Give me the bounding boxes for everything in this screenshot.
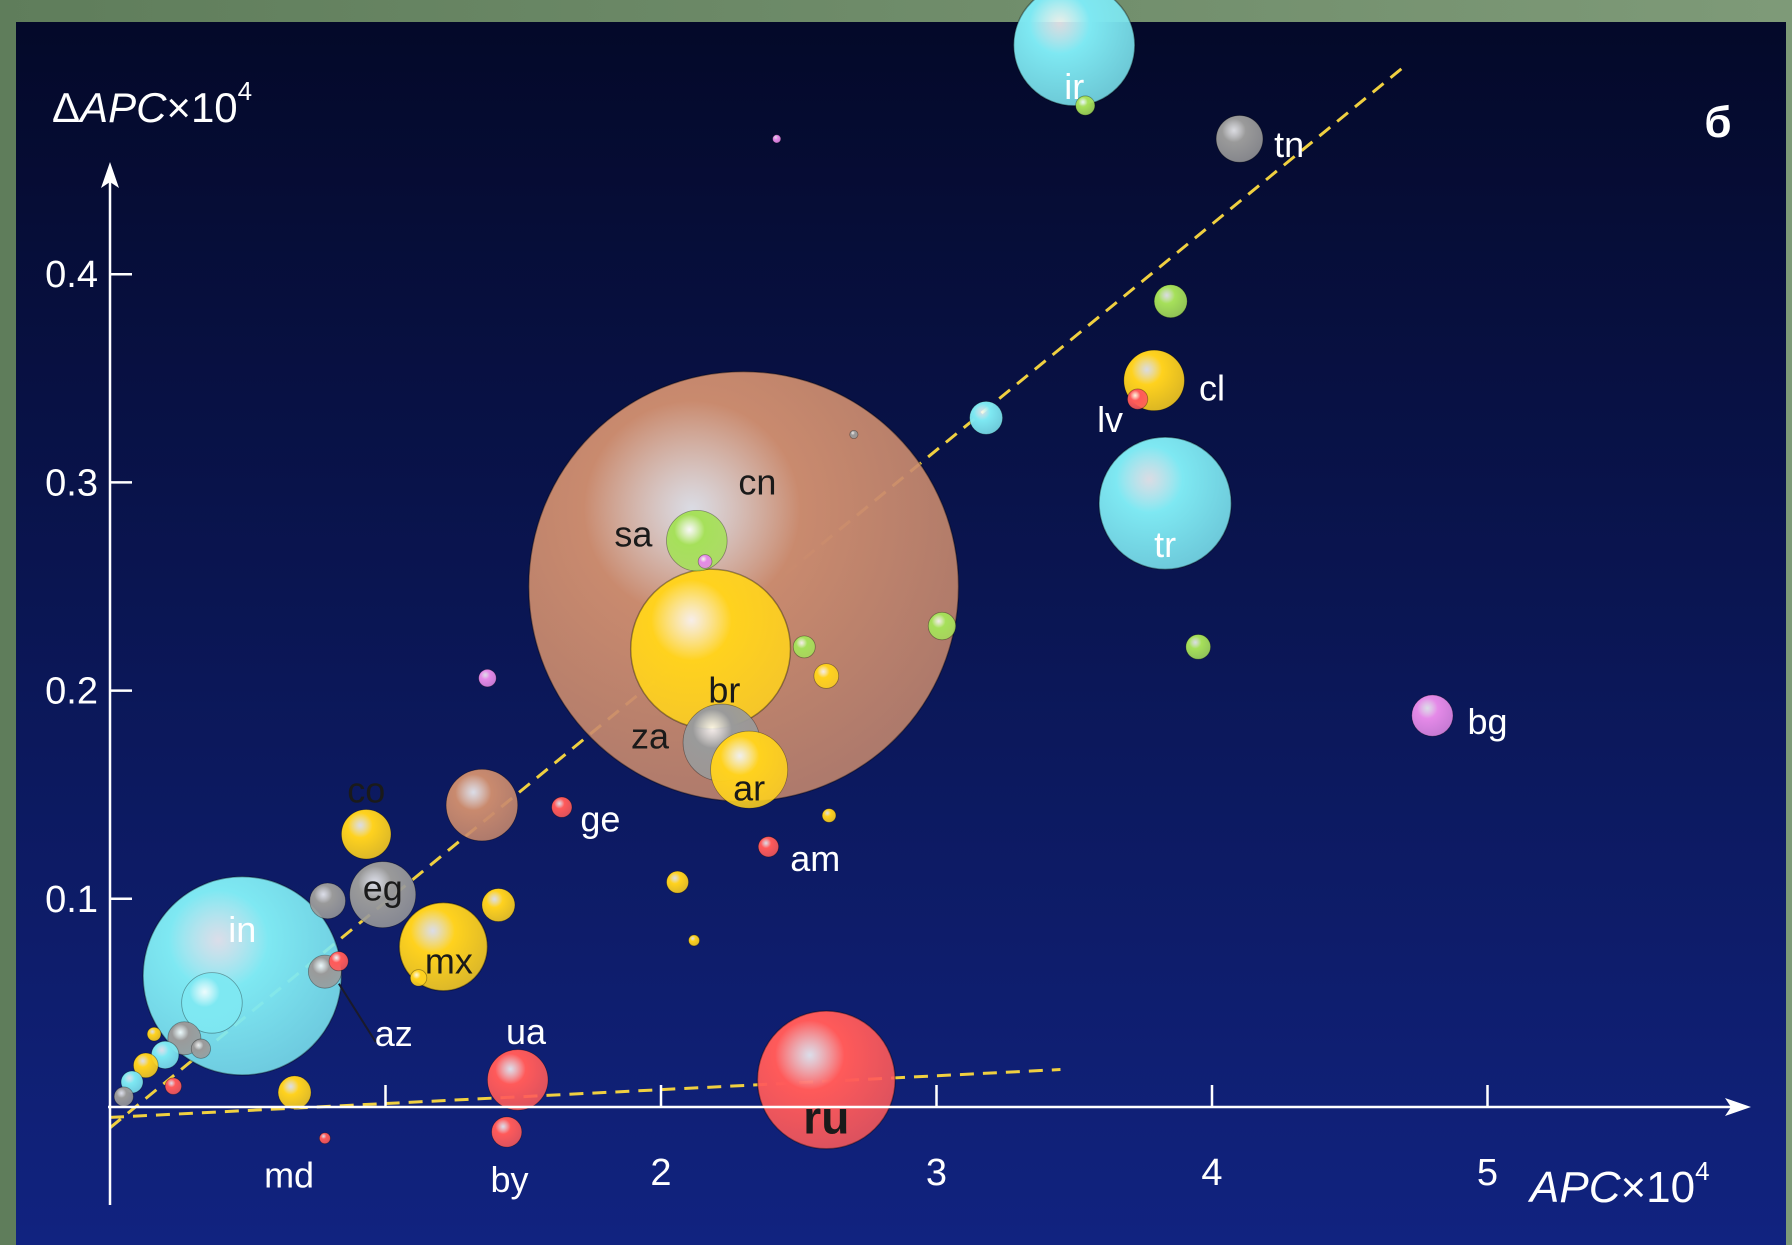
az-pointer-line: [338, 983, 377, 1043]
point-label-co: co: [347, 770, 385, 811]
point-label-za: za: [631, 715, 670, 756]
y-tick-label: 0.1: [45, 879, 98, 921]
y-axis-title-prefix: Δ: [52, 84, 80, 131]
bubble-22: [328, 951, 349, 972]
trend-line-2: [109, 1068, 1061, 1119]
bubble-co: [341, 809, 392, 860]
point-label-mx: mx: [425, 940, 473, 981]
bubble-46: [164, 1077, 183, 1095]
bubble-38: [697, 554, 713, 569]
x-axis-title-suffix: ×10: [1620, 1163, 1695, 1212]
bubble-51: [849, 429, 859, 440]
y-tick-label: 0.4: [45, 254, 98, 296]
bubble-ua: [487, 1049, 549, 1111]
bubble-25: [1153, 284, 1188, 319]
bubble-bg: [1411, 694, 1454, 737]
point-label-ge: ge: [580, 799, 620, 840]
x-tick-label: 3: [926, 1152, 947, 1194]
bubble-49: [146, 1026, 162, 1042]
point-label-ua: ua: [506, 1011, 547, 1052]
bubble-am: [757, 836, 780, 858]
bubble-ar: [710, 730, 789, 809]
bubble-26: [969, 400, 1004, 435]
point-label-cl: cl: [1199, 368, 1225, 409]
point-label-eg: eg: [363, 867, 403, 908]
bubble-mx: [398, 901, 489, 992]
bubble-35: [688, 934, 700, 947]
bubble-md: [277, 1075, 312, 1110]
y-axis-title-main: APC: [77, 84, 167, 131]
bubble-30: [792, 635, 816, 659]
bubble-47: [190, 1038, 211, 1059]
point-label-tr: tr: [1154, 524, 1176, 565]
y-axis-arrow: [101, 162, 119, 188]
data-points: [113, 0, 1454, 1150]
point-label-cn: cn: [738, 461, 776, 502]
bubble-lv: [1127, 388, 1149, 410]
bubble-tr: [1098, 436, 1233, 571]
y-axis-title-exponent: 4: [238, 76, 252, 106]
point-label-az: az: [375, 1013, 413, 1054]
bubble-34: [821, 808, 837, 823]
x-axis-title-exponent: 4: [1695, 1156, 1709, 1186]
bubble-37: [478, 668, 497, 688]
bubble-33: [666, 870, 689, 894]
bubble-36: [409, 969, 428, 987]
bubble-ge: [551, 796, 573, 818]
axes: 2 3 4 5 0.1 0.2 0.3 0.4: [45, 162, 1751, 1205]
x-axis-arrow: [1725, 1098, 1751, 1116]
point-label-bg: bg: [1467, 701, 1507, 742]
y-axis-title-suffix: ×10: [166, 84, 237, 131]
point-label-sa: sa: [614, 513, 653, 554]
bubble-27: [927, 611, 957, 641]
bubble-44: [133, 1052, 159, 1079]
point-label-tn: tn: [1274, 124, 1304, 165]
point-label-md: md: [264, 1155, 314, 1196]
y-axis-title: ΔAPC×104: [52, 76, 252, 131]
point-label-br: br: [708, 670, 740, 711]
bubble-eg: [349, 861, 417, 929]
bubble-41: [181, 972, 243, 1034]
point-label-ru: ru: [803, 1092, 849, 1144]
bubble-by: [491, 1116, 523, 1148]
bubble-ir: [1012, 0, 1136, 107]
bubble-48: [113, 1086, 134, 1107]
point-label-am: am: [790, 838, 840, 879]
x-tick-label: 5: [1477, 1152, 1498, 1194]
x-tick-label: 2: [650, 1152, 671, 1194]
y-tick-label: 0.3: [45, 462, 98, 504]
bubble-31: [813, 663, 840, 689]
bubble-tn: [1215, 115, 1264, 163]
panel-label: б: [1704, 98, 1731, 147]
x-axis-title: APC×104: [1527, 1156, 1710, 1212]
bubble-50: [318, 1132, 331, 1145]
point-labels: cn ir tr br ru in mx sa za ar eg co cl lv tn bg ua by md az…: [228, 66, 1507, 1200]
y-tick-label: 0.2: [45, 671, 98, 713]
bubble-32: [481, 888, 516, 922]
point-label-lv: lv: [1097, 399, 1123, 440]
bubble-39: [772, 134, 782, 144]
bubble-28: [1185, 634, 1212, 660]
point-label-ir: ir: [1064, 66, 1084, 107]
x-tick-label: 4: [1201, 1152, 1222, 1194]
point-label-by: by: [490, 1159, 528, 1200]
bubble-ru: [756, 1010, 896, 1150]
x-axis-title-main: APC: [1527, 1163, 1622, 1212]
bubble-40: [309, 882, 346, 920]
bubble-sa: [666, 509, 728, 572]
point-label-ar: ar: [733, 767, 765, 808]
bubble-29: [1075, 95, 1096, 116]
point-label-in: in: [228, 909, 256, 950]
bubble-11: [445, 768, 519, 842]
